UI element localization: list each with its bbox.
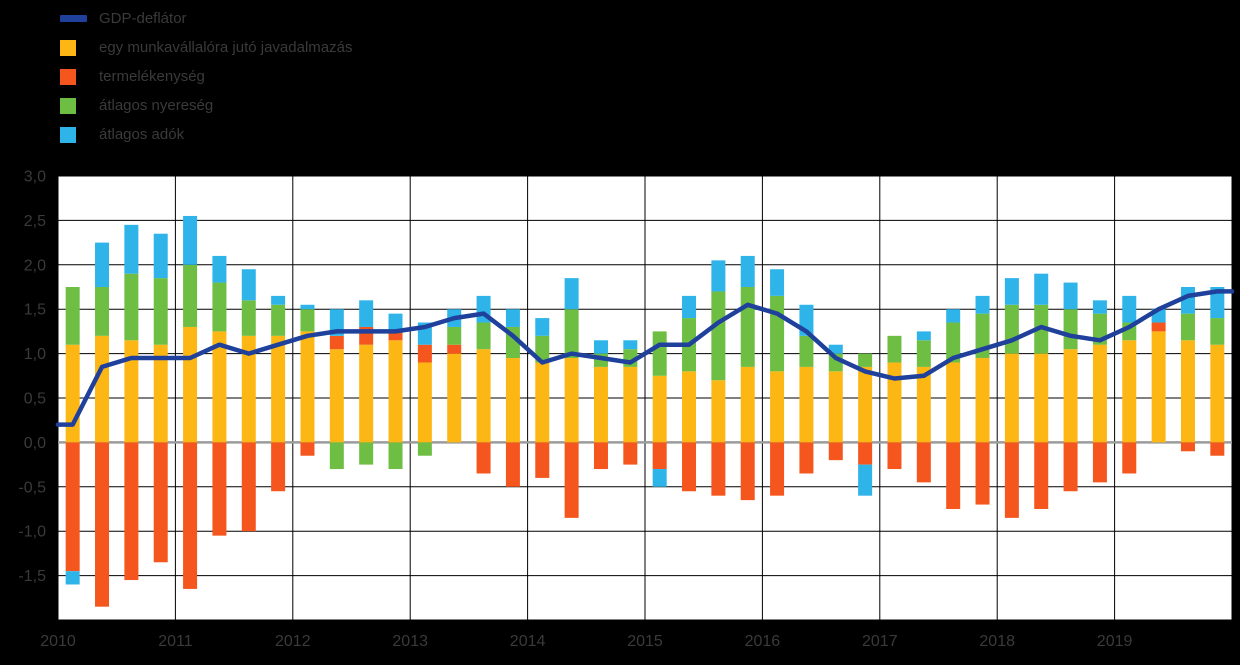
legend-item-compensation: egy munkavállalóra jutó javadalmazás xyxy=(60,37,352,58)
average-taxes-color-swatch xyxy=(60,126,76,143)
legend-item-average-taxes: átlagos adók xyxy=(60,124,352,145)
legend-label-compensation: egy munkavállalóra jutó javadalmazás xyxy=(99,39,353,56)
gdp-deflator-line-swatch xyxy=(60,15,87,22)
legend-marker-slot xyxy=(60,68,90,85)
legend-label-productivity: termelékenység xyxy=(99,68,205,85)
svg-text:2016: 2016 xyxy=(745,633,781,650)
legend-marker-slot xyxy=(60,39,90,56)
svg-text:0,5: 0,5 xyxy=(24,391,46,408)
svg-text:2014: 2014 xyxy=(510,633,546,650)
svg-text:2013: 2013 xyxy=(392,633,428,650)
legend-label-gdp-deflator: GDP-deflátor xyxy=(99,10,187,27)
svg-text:2015: 2015 xyxy=(627,633,663,650)
legend-label-average-taxes: átlagos adók xyxy=(99,126,185,143)
svg-text:2019: 2019 xyxy=(1097,633,1133,650)
svg-text:2018: 2018 xyxy=(979,633,1015,650)
legend-label-average-profit: átlagos nyereség xyxy=(99,97,214,114)
svg-text:-1,0: -1,0 xyxy=(18,524,46,541)
svg-text:1,5: 1,5 xyxy=(24,302,46,319)
chart-legend: GDP-deflátor egy munkavállalóra jutó jav… xyxy=(60,8,352,145)
productivity-color-swatch xyxy=(60,68,76,85)
svg-text:1,0: 1,0 xyxy=(24,346,46,363)
legend-marker-slot xyxy=(60,97,90,114)
svg-text:2017: 2017 xyxy=(862,633,898,650)
svg-text:-0,5: -0,5 xyxy=(18,479,46,496)
svg-text:2011: 2011 xyxy=(158,633,193,650)
average-profit-color-swatch xyxy=(60,97,76,114)
legend-item-gdp-deflator: GDP-deflátor xyxy=(60,8,352,29)
legend-marker-slot xyxy=(60,126,90,143)
legend-marker-slot xyxy=(60,15,90,22)
compensation-color-swatch xyxy=(60,39,76,56)
svg-text:0,0: 0,0 xyxy=(24,435,46,452)
svg-text:3,0: 3,0 xyxy=(24,169,46,186)
svg-text:2012: 2012 xyxy=(275,633,311,650)
svg-text:2010: 2010 xyxy=(40,633,76,650)
legend-item-average-profit: átlagos nyereség xyxy=(60,95,352,116)
svg-text:-1,5: -1,5 xyxy=(18,568,46,585)
legend-item-productivity: termelékenység xyxy=(60,66,352,87)
svg-text:2,0: 2,0 xyxy=(24,257,46,274)
svg-text:2,5: 2,5 xyxy=(24,213,46,230)
